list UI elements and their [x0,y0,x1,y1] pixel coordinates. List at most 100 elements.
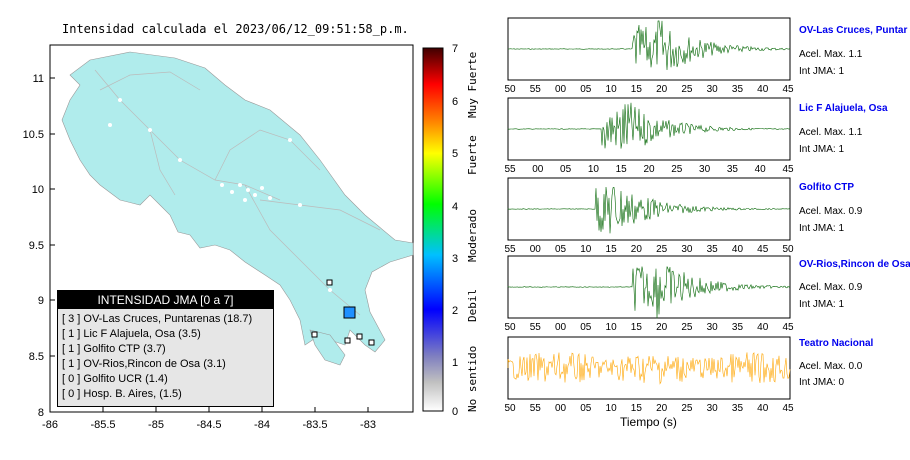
time-tick-label: 25 [681,322,693,333]
time-tick-label: 10 [588,164,600,175]
time-tick-label: 40 [757,403,769,414]
legend-row: [ 0 ] Hosp. B. Aires, (1.5) [62,388,182,400]
seismogram-trace [507,266,791,319]
colorbar [422,47,444,412]
legend-row: [ 3 ] OV-Las Cruces, Puntarenas (18.7) [62,313,253,325]
station-marker[interactable] [311,331,318,338]
time-tick-label: 05 [580,403,592,414]
time-tick-label: 55 [530,322,542,333]
legend-row: [ 1 ] OV-Rios,Rincon de Osa (3.1) [62,358,226,370]
time-tick-label: 20 [656,322,668,333]
map-title: Intensidad calculada el 2023/06/12_09:51… [62,22,409,36]
intensity-legend: INTENSIDAD JMA [0 a 7] [ 3 ] OV-Las Cruc… [57,290,274,407]
cbar-label: No sentido [466,346,479,412]
time-tick-label: 50 [782,244,794,255]
station-marker[interactable] [326,279,333,286]
station-marker[interactable] [356,333,363,340]
time-tick-label: 00 [530,244,542,255]
time-tick-label: 05 [580,322,592,333]
cbar-tick: 5 [452,148,458,160]
time-tick-label: 40 [757,84,769,95]
legend-title: INTENSIDAD JMA [0 a 7] [58,291,273,309]
y-tick-label: 9 [38,295,44,307]
station-acel: Acel. Max. 1.1 [799,49,863,60]
cbar-tick: 0 [452,406,458,418]
time-tick-label: 20 [656,403,668,414]
time-tick-label: 45 [782,84,794,95]
time-tick-label: 55 [504,244,516,255]
costa-rica-land [61,51,414,353]
time-axis-label: Tiempo (s) [620,415,677,429]
cbar-tick: 4 [452,201,458,213]
x-tick-label: -84.5 [196,419,221,431]
time-tick-label: 50 [504,84,516,95]
time-tick-label: 10 [606,322,618,333]
x-tick-label: -86 [42,419,58,431]
cbar-label: Fuerte [466,135,479,175]
station-marker[interactable] [368,339,375,346]
station-int: Int JMA: 1 [799,144,845,155]
station-acel: Acel. Max. 0.0 [799,361,863,372]
station-acel: Acel. Max. 0.9 [799,282,863,293]
time-tick-label: 00 [555,403,567,414]
time-tick-label: 00 [555,322,567,333]
map-x-tick-labels: -86 -85.5 -85 -84.5 -84 -83.5 -83 [42,419,376,431]
x-tick-label: -83 [360,419,376,431]
seismogram-trace [507,186,791,234]
x-tick-label: -83.5 [302,419,327,431]
station-name[interactable]: Golfito CTP [799,182,854,193]
time-tick-label: 10 [580,244,592,255]
time-tick-label: 50 [504,322,516,333]
time-tick-label: 30 [707,403,719,414]
time-tick-label: 35 [707,244,719,255]
time-tick-label: 55 [530,84,542,95]
map-y-tick-labels: 11 10.5 10 9.5 9 8.5 8 [23,73,44,419]
colorbar-labels: Muy Fuerte Fuerte Moderado Debil No sent… [466,52,479,412]
legend-row: [ 0 ] Golfito UCR (1.4) [62,373,168,385]
time-tick-label: 35 [727,164,739,175]
cbar-label: Debil [466,289,479,322]
time-tick-label: 35 [732,84,744,95]
time-tick-label: 25 [671,164,683,175]
y-tick-label: 8.5 [29,351,44,363]
colorbar-ticks: 7 6 5 4 3 2 1 0 [452,43,458,418]
time-tick-label: 30 [681,244,693,255]
station-markers [311,279,375,346]
time-tick-label: 00 [555,84,567,95]
time-tick-label: 25 [681,84,693,95]
time-tick-label: 35 [732,403,744,414]
station-name[interactable]: OV-Rios,Rincon de Osa [799,259,910,270]
time-tick-label: 30 [707,322,719,333]
cbar-tick: 1 [452,357,458,369]
station-name[interactable]: Teatro Nacional [799,338,874,349]
time-tick-label: 15 [631,322,643,333]
time-tick-label: 15 [631,84,643,95]
time-tick-label: 35 [732,322,744,333]
time-tick-label: 30 [699,164,711,175]
time-tick-label: 20 [631,244,643,255]
time-tick-label: 00 [532,164,544,175]
time-tick-label: 45 [782,322,794,333]
city-dots [108,98,332,292]
y-tick-label: 11 [33,73,44,85]
time-tick-label: 55 [530,403,542,414]
time-tick-label: 45 [782,403,794,414]
station-int: Int JMA: 1 [799,66,845,77]
station-marker[interactable] [344,337,351,344]
time-tick-label: 05 [580,84,592,95]
station-name[interactable]: Lic F Alajuela, Osa [799,103,888,114]
time-tick-label: 05 [555,244,567,255]
station-name[interactable]: OV-Las Cruces, Puntar [799,25,908,36]
y-tick-label: 10.5 [23,129,44,141]
station-int: Int JMA: 1 [799,223,845,234]
station-marker-las-cruces[interactable] [343,306,356,319]
time-tick-label: 20 [643,164,655,175]
time-tick-label: 40 [757,322,769,333]
time-tick-label: 15 [606,244,618,255]
station-acel: Acel. Max. 1.1 [799,127,863,138]
time-tick-label: 45 [757,244,769,255]
time-tick-label: 10 [606,403,618,414]
cbar-tick: 2 [452,305,458,317]
cbar-tick: 6 [452,96,458,108]
seismogram-panels: 50 55 00 05 10 15 20 25 30 35 40 45 55 00 05 10 15 20 25 30… [504,17,794,414]
